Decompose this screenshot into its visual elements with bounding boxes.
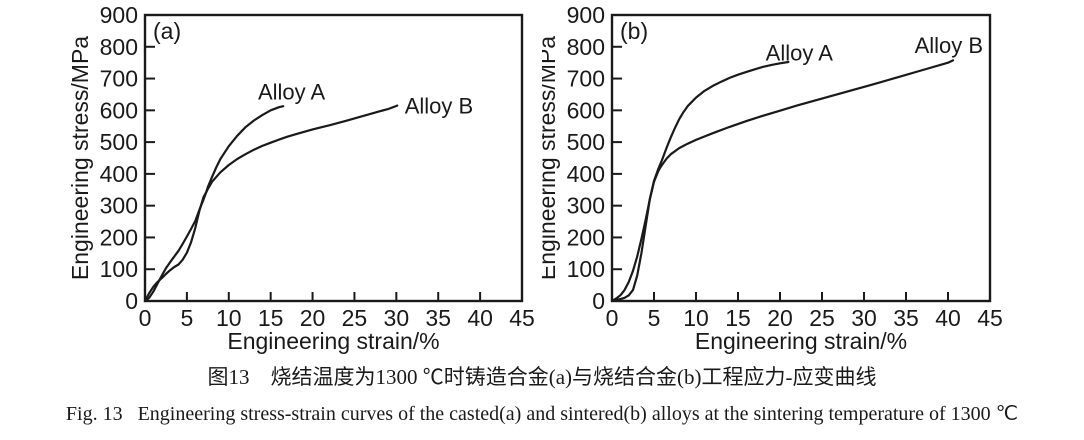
x-tick-label: 20 (300, 305, 326, 331)
x-tick-label: 40 (467, 305, 493, 331)
y-tick-label: 100 (567, 256, 605, 282)
y-tick-label: 400 (100, 161, 138, 187)
caption-english: Fig. 13 Engineering stress-strain curves… (65, 403, 1019, 425)
y-tick-label: 600 (100, 97, 138, 123)
y-tick-label: 500 (100, 129, 138, 155)
y-tick-label: 400 (567, 161, 605, 187)
x-tick-label: 30 (384, 305, 410, 331)
series-curve-alloy-a (610, 60, 790, 303)
y-axis-title: Engineering stress/MPa (542, 36, 560, 280)
x-tick-label: 5 (648, 305, 661, 331)
chart-panel-a: 0 5 10 15 20 25 30 35 40 45 0 100 200 300 400 500 600 700… (0, 0, 542, 362)
caption-chinese: 图13 烧结温度为1300 ℃时铸造合金(a)与烧结合金(b)工程应力-应变曲线 (207, 365, 877, 389)
x-tick-label: 10 (216, 305, 242, 331)
series-curve-alloy-b (143, 104, 399, 303)
x-tick-label: 45 (977, 305, 1003, 331)
y-tick-label: 900 (100, 2, 138, 28)
plot-frame (610, 13, 992, 303)
x-tick-label: 35 (893, 305, 919, 331)
x-tick-label: 10 (683, 305, 709, 331)
series-label-alloy-a: Alloy A (766, 40, 834, 65)
x-tick-label: 25 (809, 305, 835, 331)
x-tick-label: 15 (725, 305, 751, 331)
y-axis-title: Engineering stress/MPa (67, 36, 93, 280)
x-tick-label: 35 (425, 305, 451, 331)
panel-label: (b) (620, 18, 648, 44)
x-tick-label: 20 (767, 305, 793, 331)
y-tick-label: 700 (567, 66, 605, 92)
x-tick-label: 0 (139, 305, 152, 331)
x-axis-title: Engineering strain/% (695, 328, 907, 354)
plot-frame (143, 13, 524, 303)
x-tick-label: 5 (180, 305, 193, 331)
x-tick-label: 40 (935, 305, 961, 331)
series-label-alloy-b: Alloy B (405, 94, 473, 119)
y-tick-label: 800 (567, 34, 605, 60)
x-tick-label: 30 (851, 305, 877, 331)
x-tick-label: 25 (342, 305, 368, 331)
series-label-alloy-b: Alloy B (915, 33, 983, 58)
y-tick-label: 500 (567, 129, 605, 155)
series-curve-alloy-a (143, 105, 285, 303)
series-curve-alloy-b (610, 59, 955, 303)
series-label-alloy-a: Alloy A (258, 79, 326, 104)
chart-panel-b: 0 5 10 15 20 25 30 35 40 45 0 100 200 300 400 500 600 700… (542, 0, 1084, 362)
y-tick-label: 0 (125, 288, 138, 314)
x-axis-title: Engineering strain/% (227, 328, 439, 354)
chart-a-svg: 0 5 10 15 20 25 30 35 40 450100200300400500600700… (67, 2, 535, 354)
x-tick-label: 0 (606, 305, 619, 331)
y-tick-label: 800 (100, 34, 138, 60)
panel-label: (a) (153, 18, 181, 44)
y-tick-label: 700 (100, 66, 138, 92)
chart-b-svg: 0 5 10 15 20 25 30 35 40 450100200300400500600700… (542, 2, 1003, 354)
y-tick-label: 200 (100, 224, 138, 250)
y-tick-label: 900 (567, 2, 605, 28)
y-tick-label: 0 (592, 288, 605, 314)
y-tick-label: 200 (567, 224, 605, 250)
y-tick-label: 100 (100, 256, 138, 282)
y-tick-label: 300 (567, 193, 605, 219)
y-tick-label: 600 (567, 97, 605, 123)
x-tick-label: 45 (509, 305, 535, 331)
y-tick-label: 300 (100, 193, 138, 219)
x-tick-label: 15 (258, 305, 284, 331)
